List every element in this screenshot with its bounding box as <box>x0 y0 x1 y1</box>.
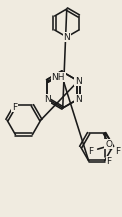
Text: N: N <box>44 94 51 104</box>
Text: N: N <box>63 33 70 41</box>
Text: NH: NH <box>51 72 65 82</box>
Text: N: N <box>75 94 82 104</box>
Text: F: F <box>88 147 94 156</box>
Text: F: F <box>107 157 112 166</box>
Text: F: F <box>116 147 121 156</box>
Text: O: O <box>105 140 112 149</box>
Text: N: N <box>75 94 82 104</box>
Text: F: F <box>12 103 17 112</box>
Text: N: N <box>75 77 82 85</box>
